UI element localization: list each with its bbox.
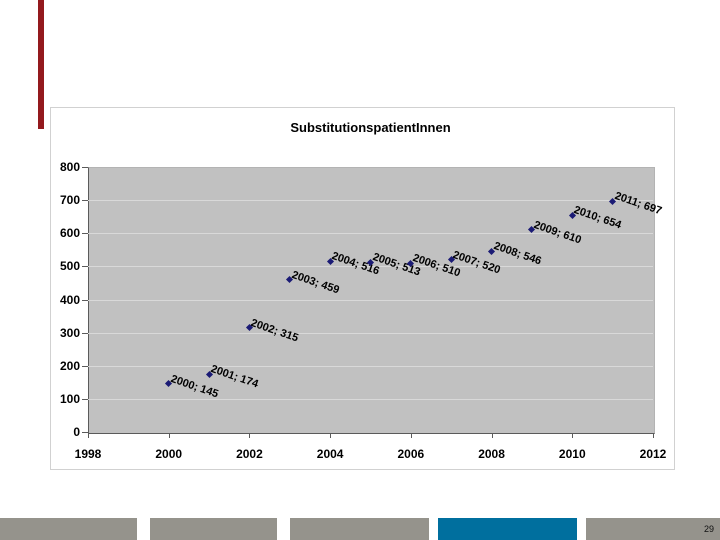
y-axis-label: 600 (59, 226, 80, 241)
y-axis-label: 500 (59, 259, 80, 274)
gridline (88, 200, 653, 202)
x-axis-label: 2008 (478, 447, 505, 461)
gridline (88, 398, 653, 400)
gridline (88, 233, 653, 235)
footer-segment-accent (438, 518, 577, 540)
x-axis-tick (653, 433, 654, 438)
footer-segment (290, 518, 429, 540)
page-number: 29 (703, 524, 714, 534)
x-axis-label: 2000 (155, 447, 183, 461)
y-axis-tick (82, 332, 88, 334)
y-axis-tick (82, 200, 88, 202)
y-axis-label: 0 (73, 425, 80, 439)
x-axis-tick (330, 433, 332, 438)
y-axis-label: 400 (59, 292, 80, 307)
x-axis-tick (572, 433, 574, 438)
y-axis-label: 200 (59, 358, 80, 373)
gridline (88, 299, 653, 301)
x-axis-tick (168, 433, 170, 438)
footer-segment (0, 518, 137, 540)
y-axis-label: 800 (59, 160, 80, 174)
footer-segment (586, 518, 720, 540)
y-axis-label: 300 (59, 325, 80, 340)
y-axis-tick (82, 167, 88, 168)
y-axis-tick (82, 233, 88, 235)
footer-segment (150, 518, 277, 540)
y-axis-label: 100 (59, 391, 80, 406)
x-axis-tick (491, 433, 493, 438)
x-axis-label: 2002 (236, 447, 263, 461)
chart-title: SubstitutionspatientInnen (290, 120, 451, 135)
gridline (88, 365, 653, 367)
accent-bar (38, 0, 44, 129)
gridline (88, 332, 653, 334)
x-axis-label: 1998 (74, 447, 102, 461)
y-axis-tick (82, 266, 88, 268)
y-axis-tick (82, 365, 88, 367)
gridline (88, 266, 653, 268)
x-axis-label: 2012 (639, 447, 667, 461)
x-axis-label: 2004 (316, 447, 344, 461)
y-axis-tick (82, 299, 88, 301)
x-axis-tick (88, 433, 89, 438)
x-axis-tick (410, 433, 412, 438)
x-axis-label: 2006 (397, 447, 425, 461)
y-axis-label: 700 (59, 193, 80, 208)
plot-area (88, 167, 655, 434)
y-axis-tick (82, 432, 88, 433)
x-axis-tick (249, 433, 251, 438)
x-axis-label: 2010 (558, 447, 586, 461)
y-axis-tick (82, 398, 88, 400)
